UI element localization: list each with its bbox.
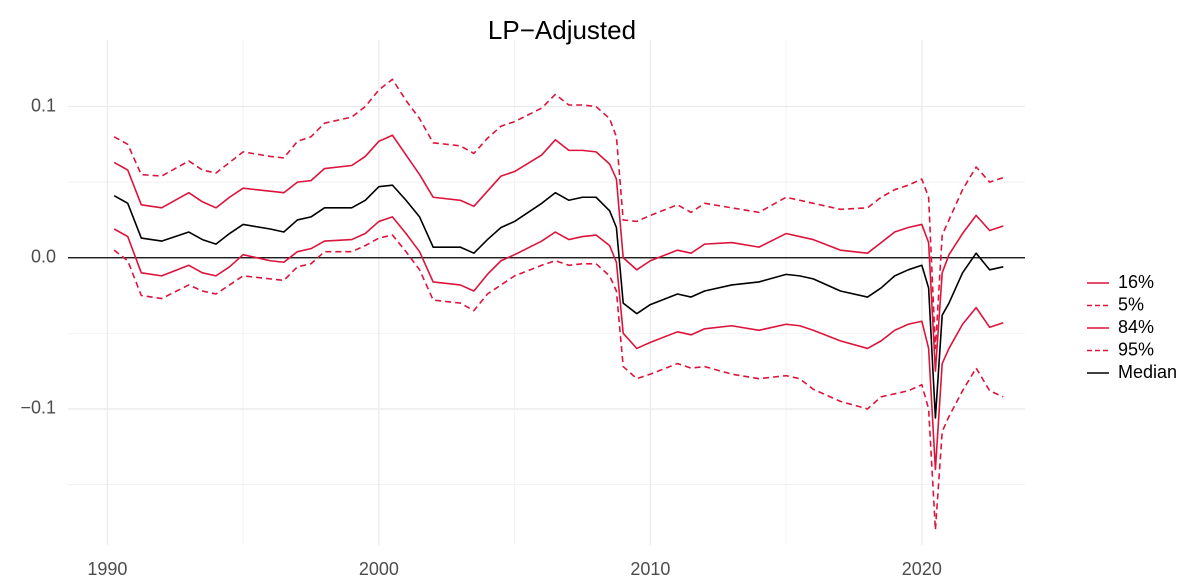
legend-label: 84% bbox=[1118, 317, 1154, 337]
y-tick-label: 0.1 bbox=[31, 95, 56, 115]
legend-label: 16% bbox=[1118, 272, 1154, 292]
y-tick-label: 0.0 bbox=[31, 246, 56, 266]
legend-label: 5% bbox=[1118, 294, 1144, 314]
chart-title: LP−Adjusted bbox=[488, 15, 636, 45]
series-line bbox=[113, 216, 1004, 471]
x-tick-label: 1990 bbox=[87, 559, 127, 579]
series-line bbox=[113, 234, 1004, 531]
y-tick-label: −0.1 bbox=[20, 398, 56, 418]
x-tick-label: 2010 bbox=[630, 559, 670, 579]
x-tick-label: 2020 bbox=[902, 559, 942, 579]
legend-label: 95% bbox=[1118, 339, 1154, 359]
series-line bbox=[113, 134, 1004, 372]
legend-label: Median bbox=[1118, 362, 1177, 382]
x-tick-label: 2000 bbox=[359, 559, 399, 579]
series-line bbox=[113, 78, 1004, 350]
series-line bbox=[113, 184, 1004, 419]
